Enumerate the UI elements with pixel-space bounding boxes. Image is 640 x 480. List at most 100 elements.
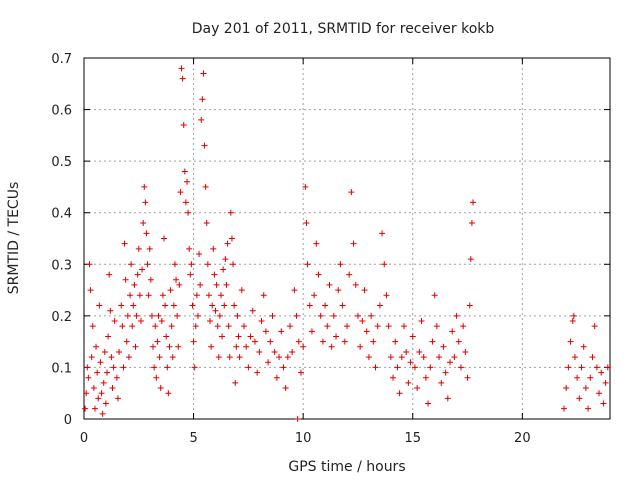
data-point [220, 266, 227, 273]
data-point [110, 364, 117, 371]
data-point [125, 354, 132, 361]
data-point [186, 245, 193, 252]
data-point [109, 385, 116, 392]
plot-frame [83, 57, 611, 420]
data-point [222, 256, 229, 263]
data-point [348, 189, 355, 196]
y-axis-title: SRMTID / TECUs [6, 182, 22, 295]
data-point [122, 276, 129, 283]
data-point [162, 302, 169, 309]
data-point [278, 328, 285, 335]
data-point [131, 281, 138, 288]
data-point [121, 240, 128, 247]
data-point [468, 220, 475, 227]
data-point [363, 328, 370, 335]
data-point [319, 338, 326, 345]
data-point [127, 292, 134, 299]
data-point [302, 183, 309, 190]
data-point [155, 312, 162, 319]
data-point [411, 364, 418, 371]
data-point [132, 343, 139, 350]
x-tick-label: 10 [295, 431, 312, 446]
data-point [574, 374, 581, 381]
data-point [111, 318, 118, 325]
data-point [385, 323, 392, 330]
data-point [313, 240, 320, 247]
data-point [580, 343, 587, 350]
data-point [101, 348, 108, 355]
data-point [233, 343, 240, 350]
data-point [293, 312, 300, 319]
data-point [470, 199, 477, 206]
data-point [567, 338, 574, 345]
data-point [236, 354, 243, 361]
data-point [337, 261, 344, 268]
grid [84, 58, 610, 419]
data-point [204, 261, 211, 268]
data-point [177, 189, 184, 196]
data-point [221, 302, 228, 309]
data-point [87, 287, 94, 294]
data-point [114, 395, 121, 402]
data-point [165, 390, 172, 397]
data-point [565, 364, 572, 371]
data-point [89, 323, 96, 330]
data-point [335, 287, 342, 294]
data-point [188, 261, 195, 268]
axis-ticks: 0 0.1 0.2 0.3 0.4 0.5 0.6 0.7 0 5 10 15 20 [51, 52, 610, 446]
data-point [219, 333, 226, 340]
data-point [203, 220, 210, 227]
data-point [181, 168, 188, 175]
data-point [226, 354, 233, 361]
data-point [96, 302, 103, 309]
x-tick-label: 15 [404, 431, 421, 446]
data-point [84, 364, 91, 371]
data-point [129, 323, 136, 330]
data-point [585, 405, 592, 412]
data-point [440, 343, 447, 350]
x-axis-title: GPS time / hours [288, 459, 405, 475]
data-point [354, 312, 361, 319]
data-point [249, 307, 256, 314]
data-point [357, 343, 364, 350]
data-point [254, 369, 261, 376]
data-point [425, 400, 432, 407]
data-point [105, 333, 112, 340]
data-point [315, 271, 322, 278]
data-point [341, 338, 348, 345]
data-point [174, 312, 181, 319]
data-point [144, 261, 151, 268]
data-point [427, 364, 434, 371]
data-point [179, 75, 186, 82]
data-point [596, 390, 603, 397]
data-point [352, 281, 359, 288]
data-point [451, 354, 458, 361]
data-point [94, 369, 101, 376]
data-point [107, 307, 114, 314]
data-point [420, 354, 427, 361]
data-point [90, 385, 97, 392]
data-point [159, 292, 166, 299]
data-point [167, 287, 174, 294]
data-point [245, 364, 252, 371]
data-point [153, 374, 160, 381]
data-point [436, 354, 443, 361]
data-point [287, 323, 294, 330]
data-point [158, 318, 165, 325]
data-point [398, 354, 405, 361]
data-point [576, 395, 583, 402]
data-point [201, 142, 208, 149]
data-point [462, 348, 469, 355]
data-point [569, 318, 576, 325]
data-point [405, 379, 412, 386]
y-tick-label: 0.2 [51, 310, 72, 325]
data-point [180, 122, 187, 129]
data-point [359, 318, 366, 325]
data-point [85, 374, 92, 381]
data-point [429, 338, 436, 345]
data-point [422, 374, 429, 381]
data-point [152, 323, 159, 330]
data-point [173, 276, 180, 283]
data-point [82, 405, 89, 412]
data-point [207, 318, 214, 325]
